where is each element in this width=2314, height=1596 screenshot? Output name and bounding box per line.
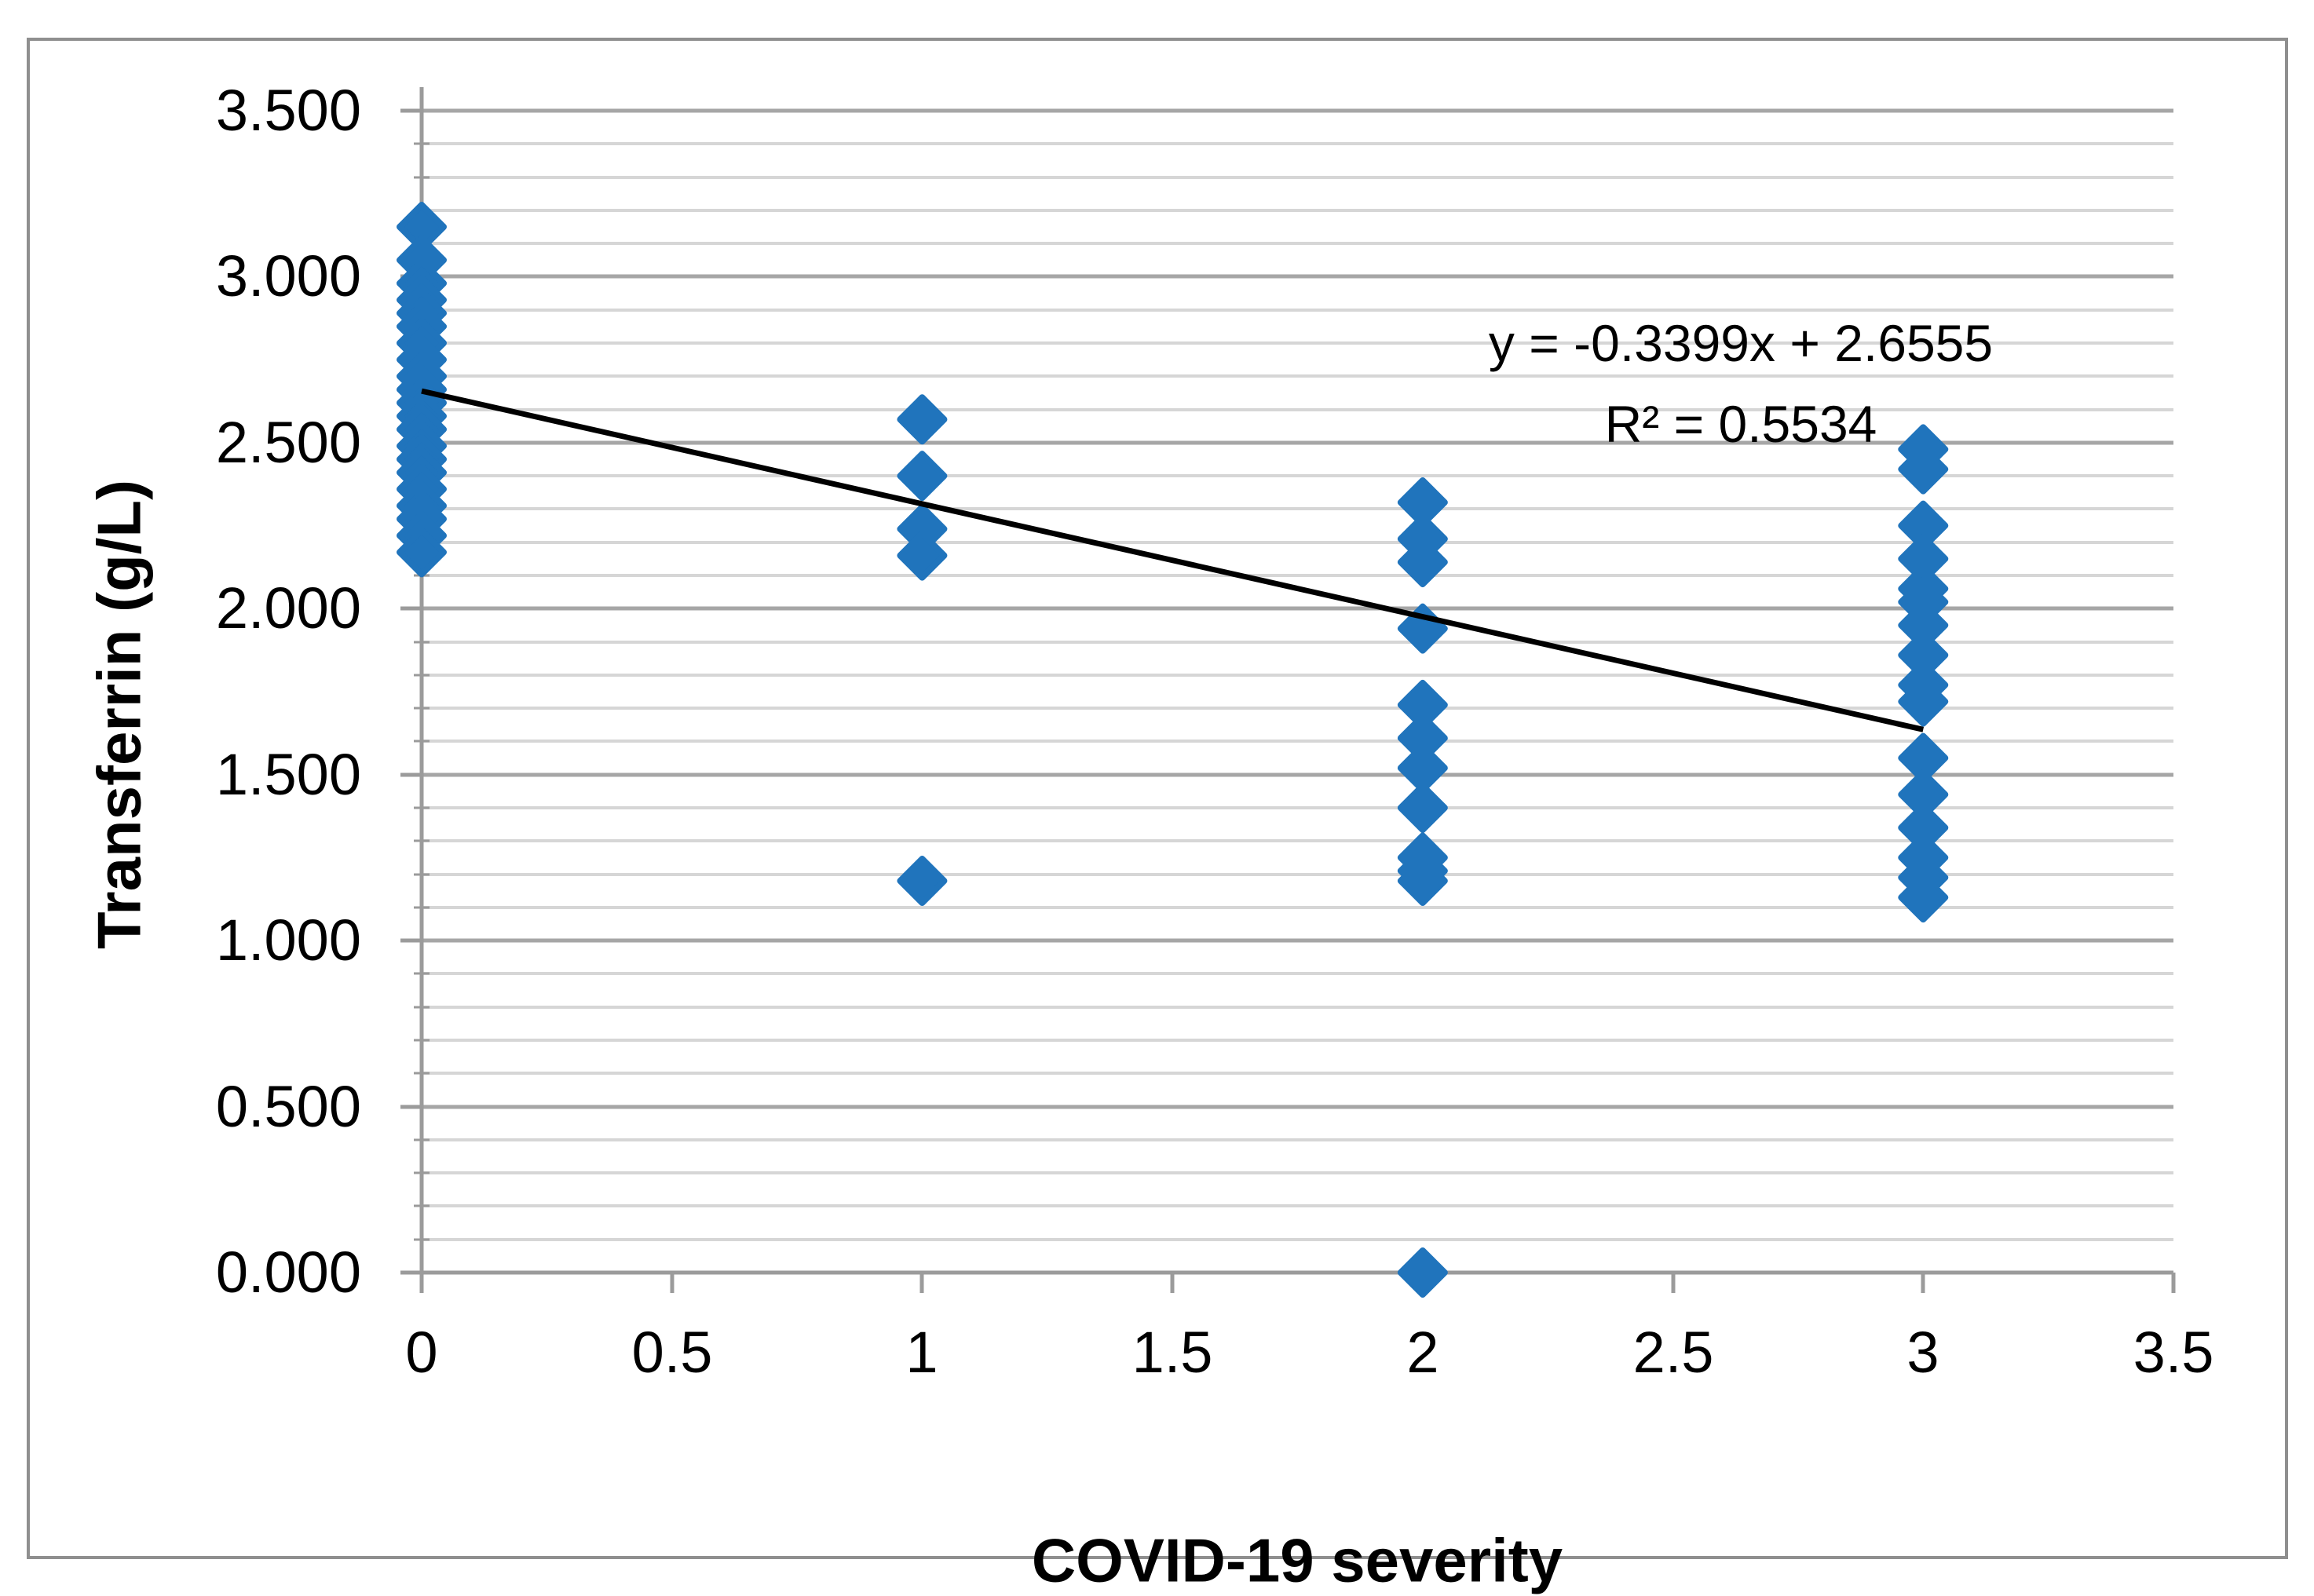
x-tick-label: 3 (1906, 1320, 1939, 1385)
x-tick-label: 1.5 (1131, 1320, 1213, 1385)
data-point-diamond (897, 451, 948, 502)
x-tick-label: 0 (405, 1320, 438, 1385)
trendline-label-block: y = -0.3399x + 2.6555 R² = 0.5534 (1489, 303, 1993, 465)
x-axis-title: COVID-19 severity (1031, 1525, 1563, 1595)
trendline (421, 388, 1925, 732)
y-tick-label: 0.000 (215, 1240, 361, 1305)
data-point-diamond (397, 527, 447, 578)
data-point-diamond (1898, 444, 1949, 495)
y-axis-title: Transferrin (g/L) (84, 479, 154, 950)
data-point-diamond (1397, 783, 1448, 833)
y-tick-label: 3.500 (215, 78, 361, 143)
y-tick-label: 0.500 (215, 1074, 361, 1139)
trendline-equation: y = -0.3399x + 2.6555 (1488, 314, 1994, 372)
y-tick-label: 1.500 (215, 742, 361, 807)
y-tick-label: 3.000 (215, 243, 361, 309)
data-point-diamond (897, 394, 948, 445)
x-tick-label: 1 (905, 1320, 938, 1385)
x-tick-label: 2.5 (1632, 1320, 1714, 1385)
data-point-diamond (897, 856, 948, 907)
data-point-diamond (1397, 1247, 1448, 1298)
x-tick-label: 2 (1406, 1320, 1439, 1385)
data-point-diamond (1898, 676, 1949, 727)
x-tick-label: 3.5 (2133, 1320, 2214, 1385)
y-tick-label: 1.000 (215, 908, 361, 973)
data-point-diamond (1397, 537, 1448, 588)
y-tick-label: 2.500 (215, 410, 361, 475)
trendline-r-squared: R² = 0.5534 (1604, 395, 1877, 453)
data-point-diamond (1898, 872, 1949, 923)
x-tick-label: 0.5 (631, 1320, 713, 1385)
y-tick-label: 2.000 (215, 575, 361, 641)
data-point-diamond (1397, 856, 1448, 907)
data-point-diamond (897, 530, 948, 581)
